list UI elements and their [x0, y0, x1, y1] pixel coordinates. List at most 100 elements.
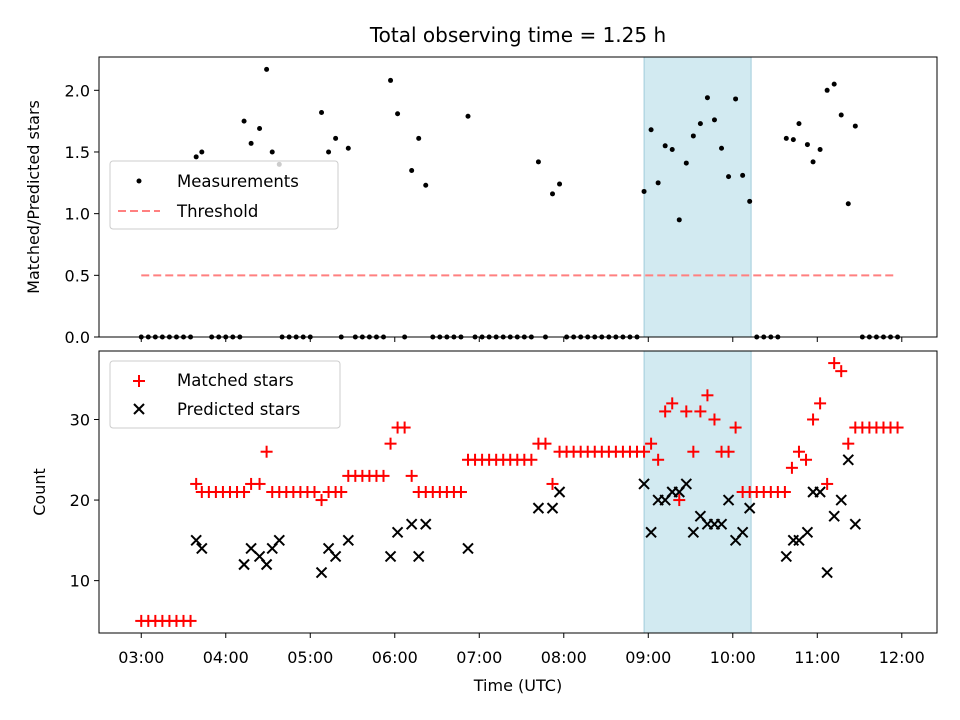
matched-star-point	[659, 405, 672, 418]
measurement-point	[740, 172, 746, 178]
predicted-star-point	[420, 518, 432, 530]
y-tick-label: 2.0	[65, 81, 90, 100]
predicted-star-point	[238, 558, 250, 571]
matched-star-point	[454, 486, 467, 498]
matched-star-point	[680, 405, 693, 418]
count-y-axis-label: Count	[30, 468, 49, 516]
measurement-point	[388, 77, 394, 83]
predicted-star-point	[849, 518, 862, 530]
predicted-star-point	[828, 510, 840, 522]
measurement-point	[852, 123, 858, 129]
y-tick-label: 0.5	[65, 266, 90, 285]
x-tick-label: 09:00	[625, 648, 671, 667]
y-tick-label: 20	[70, 491, 90, 510]
measurement-point	[248, 140, 254, 146]
x-tick-label: 12:00	[879, 648, 925, 667]
observing-window-span	[643, 56, 752, 338]
measurement-point	[790, 137, 796, 143]
legend-measurements-marker	[136, 178, 142, 184]
predicted-star-point	[680, 478, 693, 490]
matched-star-point	[807, 413, 820, 426]
predicted-star-point	[780, 550, 793, 563]
matched-star-point	[814, 397, 827, 410]
x-tick-label: 07:00	[456, 648, 502, 667]
measurement-point	[817, 147, 823, 153]
y-tick-label: 10	[70, 572, 90, 591]
measurement-point	[690, 133, 696, 139]
x-axis-label: Time (UTC)	[473, 676, 562, 695]
matched-star-point	[785, 461, 798, 474]
matched-star-point	[729, 421, 742, 434]
measurement-point	[269, 149, 275, 155]
measurement-point	[831, 81, 837, 87]
measurement-point	[193, 154, 199, 160]
matched-star-point	[525, 453, 538, 466]
measurement-point	[241, 118, 247, 124]
ratio-y-axis-label: Matched/Predicted stars	[24, 100, 43, 294]
predicted-star-point	[638, 478, 650, 490]
predicted-star-point	[342, 534, 354, 547]
measurement-point	[711, 117, 717, 123]
legend-measurements-label: Measurements	[177, 172, 299, 191]
predicted-star-point	[645, 526, 657, 538]
legend-predicted-marker	[133, 403, 145, 415]
measurement-point	[465, 113, 471, 119]
matched-star-point	[384, 437, 397, 450]
matched-star-point	[638, 445, 651, 458]
measurement-point	[824, 87, 830, 93]
matched-star-point	[190, 477, 203, 490]
predicted-star-point	[546, 502, 559, 514]
predicted-star-point	[405, 518, 418, 530]
predicted-star-point	[384, 550, 397, 563]
predicted-star-point	[190, 534, 202, 547]
measurement-point	[641, 188, 647, 194]
predicted-star-point	[391, 526, 404, 538]
y-tick-label: 30	[70, 410, 90, 429]
matched-star-point	[398, 421, 411, 434]
legend-threshold-label: Threshold	[176, 202, 258, 221]
predicted-star-point	[329, 550, 342, 563]
predicted-star-point	[315, 566, 328, 579]
predicted-star-point	[801, 526, 814, 538]
matched-star-point	[778, 486, 791, 498]
measurement-point	[662, 143, 668, 149]
measurement-point	[648, 127, 654, 133]
ratio-plot-panel: 0.0 0.5 1.0 1.5 2.0 Total observing time = 1…	[24, 23, 938, 347]
x-tick-label: 11:00	[794, 648, 840, 667]
count-plot-frame	[98, 350, 938, 634]
measurement-point	[199, 149, 205, 155]
matched-star-point	[308, 486, 321, 498]
matched-star-point	[315, 494, 328, 507]
x-tick-label: 05:00	[287, 648, 333, 667]
matched-star-point	[539, 437, 552, 450]
predicted-star-point	[743, 502, 756, 514]
measurement-point	[333, 135, 339, 141]
count-plot-panel: 10 20 30 03:00 04:00 05:00 06:00 07:00 08:00 09:…	[30, 350, 938, 695]
matched-star-point	[253, 477, 266, 490]
predicted-star-point	[842, 454, 854, 466]
matched-star-point	[835, 365, 848, 378]
matched-star-point	[828, 357, 841, 370]
predicted-star-point	[273, 534, 285, 547]
predicted-star-point	[462, 542, 474, 555]
measurement-point	[395, 111, 401, 117]
measurement-point	[550, 191, 556, 197]
ratio-plot-frame	[98, 56, 938, 338]
predicted-star-point	[715, 518, 728, 530]
predicted-star-point	[814, 486, 826, 498]
matched-star-point	[673, 494, 686, 507]
measurement-point	[697, 121, 703, 127]
measurement-point	[257, 126, 263, 132]
measurement-point	[326, 149, 332, 155]
measurement-point	[845, 201, 851, 207]
matched-star-point	[666, 397, 679, 410]
measurement-point	[810, 159, 816, 165]
predicted-star-point	[260, 558, 273, 571]
measurement-point	[683, 160, 689, 166]
chart-title: Total observing time = 1.25 h	[369, 23, 666, 47]
measurement-point	[423, 182, 429, 188]
measurement-point	[804, 142, 810, 148]
matched-star-point	[722, 445, 735, 458]
matched-star-point	[792, 445, 805, 458]
